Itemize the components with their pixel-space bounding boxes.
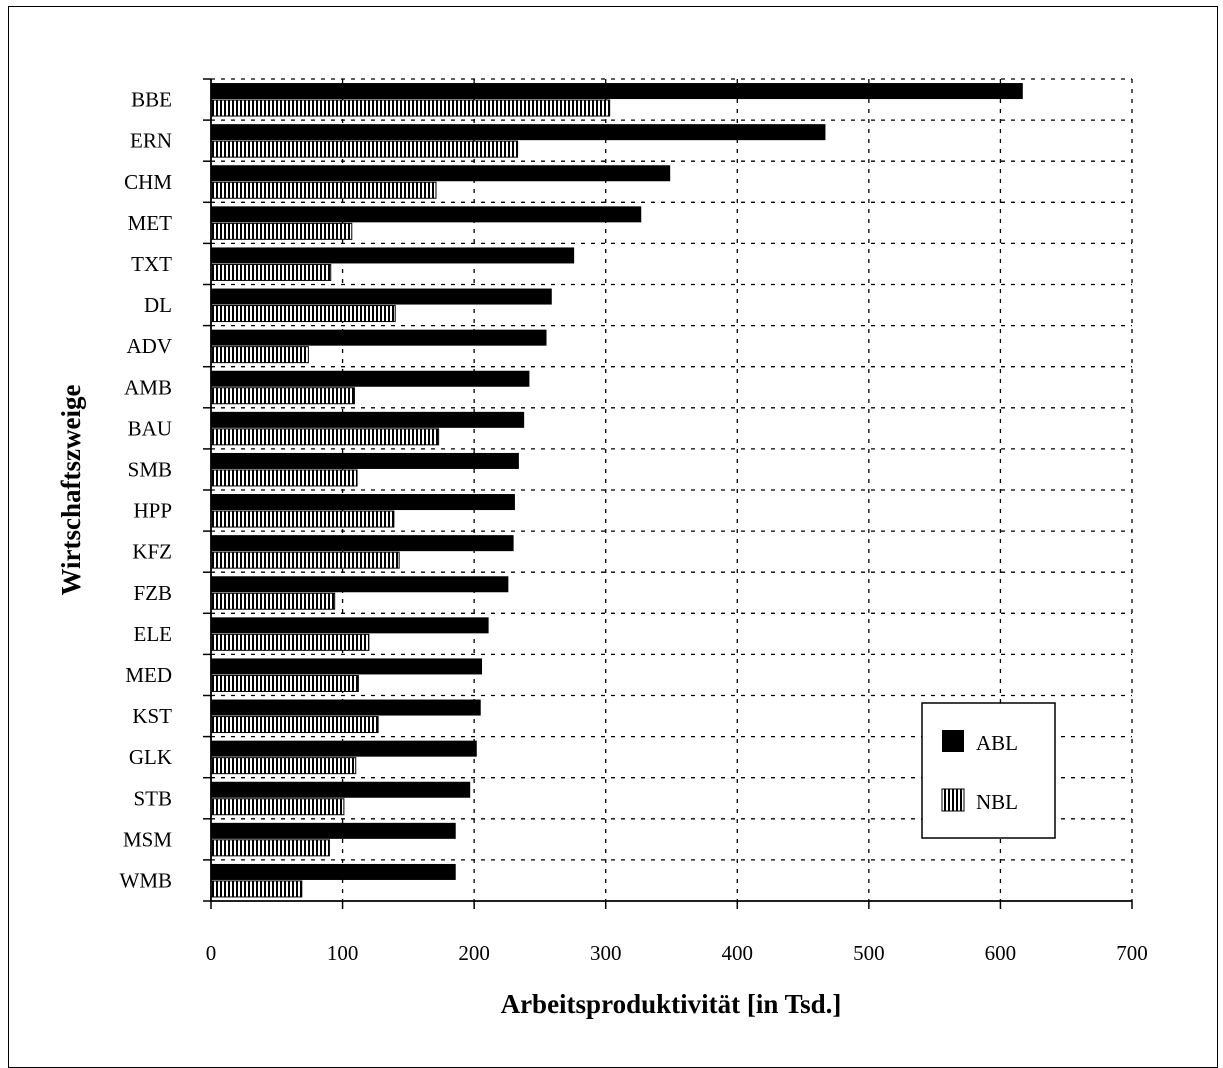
category-label: HPP [133, 499, 172, 523]
category-label: CHM [124, 170, 172, 194]
bar-abl [211, 452, 519, 469]
bar-abl [211, 411, 525, 428]
bar-nbl [210, 551, 400, 569]
category-label: KFZ [132, 540, 172, 564]
category-label: BAU [128, 416, 172, 440]
bar-nbl [210, 346, 309, 364]
bar-nbl [210, 99, 611, 117]
category-label: AMB [124, 375, 172, 399]
category-label: ELE [134, 622, 172, 646]
category-label: MSM [123, 827, 172, 851]
legend-label-abl: ABL [976, 731, 1018, 755]
category-label: KST [132, 704, 172, 728]
legend-swatch-nbl [941, 788, 965, 812]
bar-abl [211, 617, 489, 634]
bar-abl [211, 535, 514, 552]
bar-nbl [210, 222, 353, 240]
bar-abl [211, 165, 671, 182]
bar-abl [211, 124, 826, 141]
bar-abl [211, 206, 642, 223]
category-label: TXT [131, 252, 172, 276]
x-tick-label: 300 [590, 941, 622, 965]
category-label: DL [144, 293, 172, 317]
bar-nbl [210, 839, 330, 857]
bar-nbl [210, 633, 370, 651]
bar-abl [211, 822, 456, 839]
bar-nbl [210, 510, 395, 528]
category-label: BBE [131, 88, 172, 112]
x-axis-title: Arbeitsproduktivität [in Tsd.] [501, 989, 842, 1019]
tick-labels: BBE ERN CHM MET TXT DL ADV AMB BAU SMB HPP KFZ FZB EL… [120, 88, 1148, 965]
category-label: ERN [130, 129, 172, 153]
bar-nbl [210, 880, 303, 898]
bar-nbl [210, 757, 357, 775]
category-label: WMB [120, 868, 173, 892]
x-tick-label: 200 [458, 941, 490, 965]
legend-box [921, 702, 1056, 839]
bar-nbl [210, 469, 358, 487]
bar-nbl [210, 140, 519, 158]
x-tick-label: 600 [985, 941, 1017, 965]
x-tick-label: 500 [853, 941, 885, 965]
bar-abl [211, 576, 509, 593]
x-tick-label: 400 [722, 941, 754, 965]
bar-nbl [210, 798, 345, 816]
category-label: MET [128, 211, 173, 235]
bar-abl [211, 370, 530, 387]
bar-abl [211, 699, 481, 716]
bar-nbl [210, 592, 336, 610]
x-tick-label: 100 [327, 941, 359, 965]
chart-frame [8, 6, 1218, 1068]
bar-nbl [210, 263, 332, 281]
legend-swatch-abl [942, 730, 964, 752]
category-label: FZB [133, 581, 172, 605]
bar-abl [211, 740, 477, 757]
bar-nbl [210, 674, 359, 692]
legend: ABL NBL [921, 702, 1056, 839]
y-axis-title: Wirtschaftszweige [56, 385, 86, 596]
legend-label-nbl: NBL [976, 790, 1018, 814]
bar-nbl [210, 387, 355, 405]
x-tick-label: 0 [206, 941, 217, 965]
bar-abl [211, 494, 515, 511]
bar-abl [211, 288, 552, 305]
bar-abl [211, 658, 483, 675]
axes [203, 78, 1133, 909]
bar-abl [211, 247, 575, 264]
category-label: STB [133, 786, 172, 810]
bars [210, 83, 1023, 898]
category-label: SMB [128, 457, 172, 481]
bar-abl [211, 329, 547, 346]
bar-nbl [210, 305, 396, 323]
bar-abl [211, 781, 471, 798]
category-label: MED [125, 663, 172, 687]
gridlines [211, 78, 1133, 901]
bar-abl [211, 863, 456, 880]
bar-abl [211, 83, 1023, 100]
category-label: GLK [129, 745, 172, 769]
category-label: ADV [127, 334, 173, 358]
bar-nbl [210, 181, 437, 199]
bar-nbl [210, 428, 440, 446]
bar-nbl [210, 716, 379, 734]
x-tick-label: 700 [1116, 941, 1148, 965]
